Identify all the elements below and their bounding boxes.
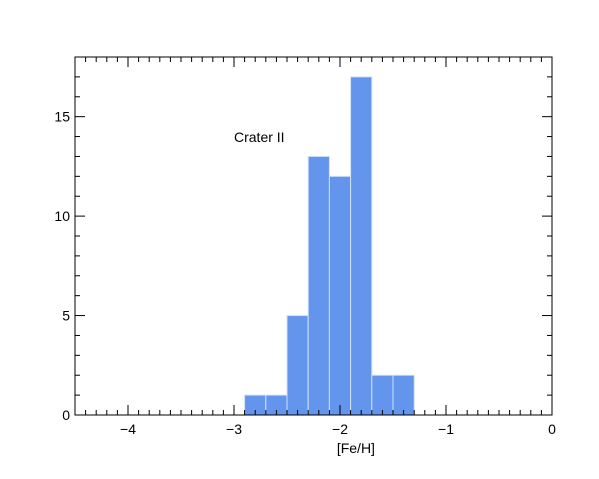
y-tick-label: 15 [54,109,70,125]
y-tick-label: 10 [54,208,70,224]
y-tick-label: 0 [62,407,70,423]
histogram-bar-7 [392,374,415,416]
histogram-bar-2 [286,315,309,416]
x-tick-label: 0 [548,421,556,437]
x-tick-label: −2 [332,421,348,437]
histogram-bars [244,76,415,416]
histogram-bar-5 [350,76,373,416]
y-tick-labels: 0 5 10 15 [54,109,70,423]
x-tick-labels: −4 −3 −2 −1 0 [120,421,556,437]
y-tick-label: 5 [62,308,70,324]
histogram-bar-4 [328,175,352,416]
histogram-bar-6 [371,374,394,416]
plot-frame [74,56,553,416]
x-tick-label: −4 [120,421,136,437]
x-tick-label: −3 [226,421,242,437]
axis-ticks [74,56,553,416]
x-axis-label: [Fe/H] [337,440,375,456]
x-tick-label: −1 [438,421,454,437]
histogram-bar-3 [307,155,330,416]
crater-ii-annotation: Crater II [234,129,285,145]
